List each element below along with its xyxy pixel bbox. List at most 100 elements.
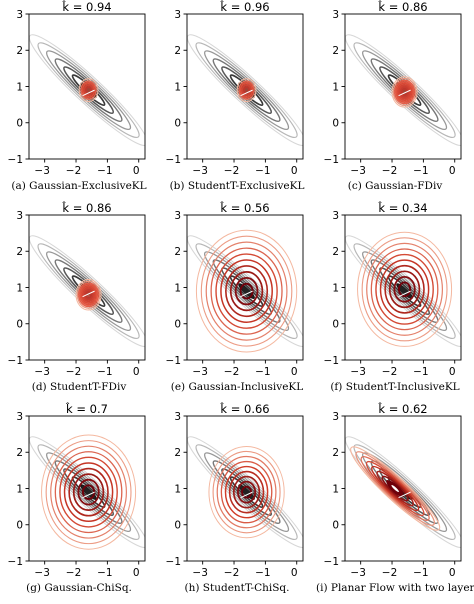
x-tick-label: −2 bbox=[224, 165, 239, 177]
x-tick-label: −3 bbox=[350, 567, 365, 579]
approx-contour bbox=[361, 237, 448, 342]
target-contour bbox=[195, 444, 298, 541]
y-tick-label: 3 bbox=[332, 210, 339, 222]
approx-contour bbox=[78, 78, 99, 103]
x-tick-label: −1 bbox=[255, 567, 270, 579]
panel-title: k̂ = 0.94 bbox=[62, 0, 112, 14]
target-core bbox=[81, 485, 96, 499]
x-tick-label: −1 bbox=[413, 366, 428, 378]
panel-caption: (h) StudentT-ChiSq. bbox=[184, 582, 290, 594]
target-contour bbox=[187, 34, 303, 147]
panel-caption: (a) Gaussian-ExclusiveKL bbox=[11, 180, 147, 192]
y-tick-label: 0 bbox=[16, 319, 23, 331]
approx-contour bbox=[72, 473, 105, 511]
y-tick-label: 0 bbox=[174, 118, 181, 130]
approx-contour bbox=[76, 280, 101, 309]
approx-contour bbox=[225, 265, 269, 318]
approx-contour bbox=[366, 242, 443, 336]
y-tick-label: 0 bbox=[174, 520, 181, 532]
target-contour bbox=[229, 476, 264, 508]
panel-caption: (e) Gaussian-InclusiveKL bbox=[170, 381, 304, 393]
approx-contour bbox=[239, 282, 254, 300]
approx-contour bbox=[360, 456, 430, 521]
panel-title: k̂ = 0.86 bbox=[378, 0, 428, 14]
y-tick-label: 2 bbox=[16, 246, 23, 258]
panel-title: k̂ = 0.62 bbox=[378, 402, 428, 416]
y-tick-label: 1 bbox=[16, 483, 23, 495]
target-highlight bbox=[398, 290, 411, 298]
panel-title: k̂ = 0.96 bbox=[220, 0, 270, 14]
y-tick-label: 2 bbox=[174, 45, 181, 57]
y-tick-label: −1 bbox=[8, 355, 23, 367]
panel-h: −3 −2 −1 0 −1 0 1 2 3 k̂ = 0.66 (h) StudentT-ChiSq… bbox=[158, 402, 316, 603]
approx-contour bbox=[381, 475, 409, 502]
approx-contour bbox=[388, 270, 421, 309]
x-tick-label: −3 bbox=[192, 165, 207, 177]
y-tick-label: 3 bbox=[16, 9, 23, 21]
target-contour bbox=[353, 243, 456, 340]
y-tick-label: 0 bbox=[332, 520, 339, 532]
approx-contour bbox=[375, 253, 434, 325]
approx-contour bbox=[210, 247, 283, 335]
panel-title: k̂ = 0.7 bbox=[65, 402, 107, 416]
x-tick-label: 0 bbox=[291, 366, 298, 378]
target-highlight bbox=[240, 491, 253, 499]
x-tick-label: 0 bbox=[449, 165, 456, 177]
target-contour bbox=[187, 436, 303, 549]
y-tick-label: −1 bbox=[324, 355, 339, 367]
panel-a: −3 −2 −1 0 −1 0 1 2 3 k̂ = 0.94 (a) Gaussian-Exclu… bbox=[0, 0, 158, 201]
y-tick-label: 0 bbox=[332, 118, 339, 130]
approx-contour bbox=[216, 455, 277, 529]
y-tick-label: 3 bbox=[174, 210, 181, 222]
panel-caption: (d) StudentT-FDiv bbox=[31, 381, 127, 393]
panel-i: −3 −2 −1 0 −1 0 1 2 3 k̂ = 0.62 (i) Planar Flow wi… bbox=[316, 402, 474, 603]
target-contour bbox=[229, 275, 264, 307]
x-tick-label: −1 bbox=[97, 366, 112, 378]
target-contour bbox=[46, 452, 132, 533]
y-tick-label: −1 bbox=[8, 556, 23, 568]
panel-caption: (g) Gaussian-ChiSq. bbox=[26, 582, 132, 594]
y-tick-label: 1 bbox=[174, 81, 181, 93]
y-tick-label: 3 bbox=[16, 210, 23, 222]
y-tick-label: −1 bbox=[324, 154, 339, 166]
approx-contour bbox=[397, 281, 412, 298]
target-highlight bbox=[398, 89, 411, 97]
x-tick-label: −3 bbox=[34, 567, 49, 579]
target-contour bbox=[187, 235, 303, 348]
x-tick-label: −3 bbox=[192, 366, 207, 378]
panel-caption: (b) StudentT-ExclusiveKL bbox=[169, 180, 305, 192]
panel-g: −3 −2 −1 0 −1 0 1 2 3 k̂ = 0.7 (g) Gaussian-ChiSq. bbox=[0, 402, 158, 603]
approx-contour bbox=[391, 76, 418, 108]
x-tick-label: 0 bbox=[133, 567, 140, 579]
y-tick-label: 0 bbox=[332, 319, 339, 331]
x-tick-label: −3 bbox=[34, 366, 49, 378]
approx-contour bbox=[229, 271, 264, 312]
y-tick-label: 1 bbox=[16, 81, 23, 93]
y-tick-label: 1 bbox=[174, 483, 181, 495]
approx-contour bbox=[379, 259, 430, 320]
y-tick-label: 0 bbox=[174, 319, 181, 331]
y-tick-label: 2 bbox=[332, 45, 339, 57]
y-tick-label: 3 bbox=[332, 411, 339, 423]
target-core bbox=[239, 284, 254, 298]
x-tick-label: −1 bbox=[97, 165, 112, 177]
contour-plot-h: −3 −2 −1 0 −1 0 1 2 3 k̂ = 0.66 bbox=[166, 402, 304, 579]
approx-contour bbox=[392, 77, 417, 106]
approx-contour bbox=[208, 445, 285, 539]
approx-contour bbox=[224, 465, 269, 519]
x-tick-label: −1 bbox=[255, 366, 270, 378]
x-tick-label: −2 bbox=[66, 567, 81, 579]
y-tick-label: 2 bbox=[174, 246, 181, 258]
y-tick-label: 3 bbox=[174, 411, 181, 423]
contour-plot-d: −3 −2 −1 0 −1 0 1 2 3 k̂ = 0.86 bbox=[8, 201, 146, 378]
x-tick-label: −2 bbox=[224, 366, 239, 378]
x-tick-label: 0 bbox=[133, 366, 140, 378]
approx-contour bbox=[220, 460, 273, 524]
panel-caption: (f) StudentT-InclusiveKL bbox=[330, 381, 460, 393]
y-tick-label: 1 bbox=[332, 81, 339, 93]
approx-contour bbox=[241, 485, 253, 499]
x-tick-label: −1 bbox=[413, 165, 428, 177]
panel-title: k̂ = 0.34 bbox=[378, 201, 428, 215]
approx-contour bbox=[75, 279, 102, 311]
